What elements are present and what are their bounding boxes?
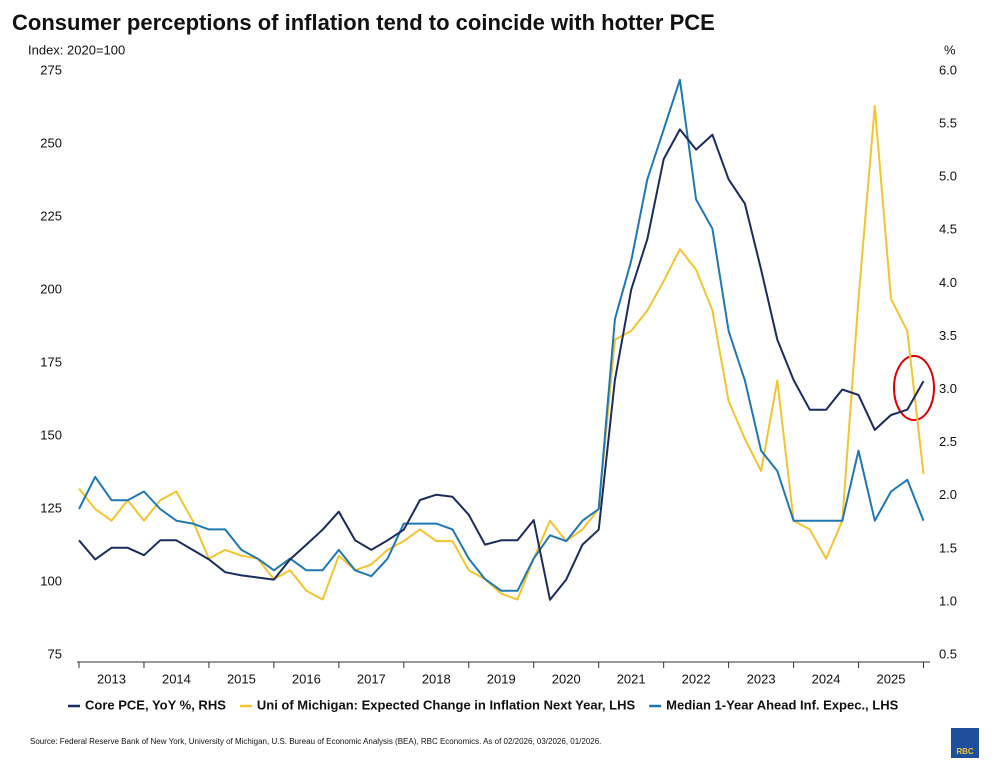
y2-tick-label: 5.0 [939, 169, 957, 184]
y2-tick-label: 3.0 [939, 381, 957, 396]
y-axis-label: Index: 2020=100 [28, 42, 125, 57]
x-tick-label: 2025 [877, 671, 906, 686]
x-tick-label: 2022 [682, 671, 711, 686]
series-line [78, 78, 925, 592]
x-tick-label: 2014 [162, 671, 191, 686]
y2-tick-label: 2.0 [939, 487, 957, 502]
y-tick-label: 175 [40, 354, 62, 369]
y-tick-label: 75 [48, 646, 62, 661]
chart-title: Consumer perceptions of inflation tend t… [12, 10, 715, 35]
y2-tick-label: 6.0 [939, 62, 957, 77]
y-tick-label: 150 [40, 427, 62, 442]
logo-text: RBC [956, 747, 974, 756]
y2-tick-label: 1.5 [939, 540, 957, 555]
x-tick-label: 2024 [812, 671, 841, 686]
x-tick-label: 2015 [227, 671, 256, 686]
y2-tick-label: 4.0 [939, 275, 957, 290]
legend-label: Core PCE, YoY %, RHS [85, 697, 226, 712]
y2-tick-label: 3.5 [939, 328, 957, 343]
x-tick-label: 2016 [292, 671, 321, 686]
highlight-circle [893, 355, 935, 421]
legend-label: Median 1-Year Ahead Inf. Expec., LHS [666, 697, 898, 712]
y-tick-label: 200 [40, 281, 62, 296]
y2-tick-label: 0.5 [939, 646, 957, 661]
y-tick-label: 250 [40, 135, 62, 150]
legend-label: Uni of Michigan: Expected Change in Infl… [257, 697, 636, 712]
x-tick-label: 2020 [552, 671, 581, 686]
x-tick-label: 2018 [422, 671, 451, 686]
series-line [78, 105, 925, 601]
y2-tick-label: 5.5 [939, 116, 957, 131]
source-note: Source: Federal Reserve Bank of New York… [30, 737, 601, 746]
y-tick-label: 125 [40, 500, 62, 515]
y2-tick-label: 2.5 [939, 434, 957, 449]
y2-tick-label: 1.0 [939, 593, 957, 608]
y-tick-label: 100 [40, 573, 62, 588]
y-tick-label: 225 [40, 208, 62, 223]
x-tick-label: 2019 [487, 671, 516, 686]
logo: RBC [951, 728, 979, 758]
y2-axis-label: % [944, 42, 956, 57]
x-tick-label: 2023 [747, 671, 776, 686]
x-tick-label: 2013 [97, 671, 126, 686]
series-line [78, 128, 925, 601]
x-tick-label: 2017 [357, 671, 386, 686]
y2-tick-label: 4.5 [939, 222, 957, 237]
x-tick-label: 2021 [617, 671, 646, 686]
logo-shield [951, 728, 979, 758]
y-tick-label: 275 [40, 62, 62, 77]
